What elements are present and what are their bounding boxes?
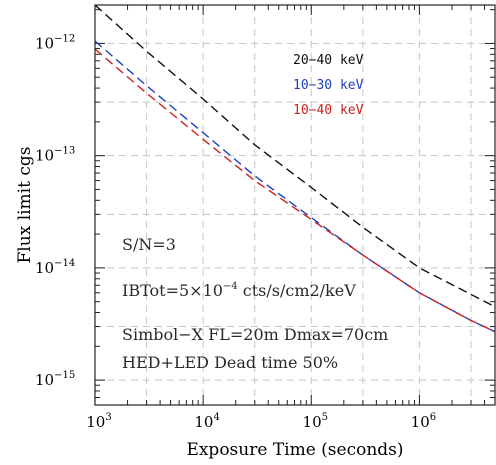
annotation-sn: S/N=3	[122, 235, 176, 254]
y-tick-exponent: −13	[54, 146, 75, 157]
annotation-simbol: Simbol−X FL=20m Dmax=70cm	[122, 325, 388, 344]
series-line-10-30kev	[95, 40, 495, 333]
y-tick-label: 10−15	[35, 370, 75, 389]
x-tick-label: 104	[194, 412, 219, 431]
y-tick-base: 10	[35, 34, 54, 52]
grid	[95, 5, 495, 405]
y-tick-base: 10	[35, 259, 54, 277]
x-tick-exponent: 3	[105, 412, 111, 423]
x-tick-label: 106	[411, 412, 436, 431]
x-tick-exponent: 5	[322, 412, 328, 423]
legend: 20−40 keV 10−30 keV 10−40 keV	[293, 53, 364, 118]
y-tick-exponent: −14	[54, 258, 75, 269]
x-axis-label: Exposure Time (seconds)	[186, 440, 403, 460]
annotation-ibtot-prefix: IBTot=5×10	[122, 281, 223, 300]
plot-frame	[94, 4, 496, 406]
legend-entry-20-40kev: 20−40 keV	[293, 53, 364, 68]
x-tick-labels: 103 104 105 106	[86, 412, 436, 431]
y-tick-exponent: −12	[54, 33, 75, 44]
x-tick-label: 103	[86, 412, 111, 431]
annotation-hed: HED+LED Dead time 50%	[122, 353, 338, 372]
annotation-block: S/N=3 IBTot=5×10−4 cts/s/cm2/keV Simbol−…	[122, 235, 388, 372]
legend-entry-10-40kev: 10−40 keV	[293, 103, 364, 118]
y-tick-base: 10	[35, 147, 54, 165]
x-tick-base: 10	[303, 413, 322, 431]
y-axis-label: Flux limit cgs	[15, 147, 35, 264]
legend-entry-10-30kev: 10−30 keV	[293, 78, 364, 93]
annotation-ibtot: IBTot=5×10−4 cts/s/cm2/keV	[122, 281, 356, 300]
y-tick-base: 10	[35, 371, 54, 389]
x-tick-exponent: 4	[213, 412, 219, 423]
x-tick-base: 10	[411, 413, 430, 431]
y-tick-label: 10−14	[35, 258, 75, 277]
x-tick-base: 10	[86, 413, 105, 431]
x-tick-label: 105	[303, 412, 328, 431]
annotation-ibtot-exponent: −4	[223, 281, 238, 292]
series-line-20-40kev	[95, 5, 495, 308]
x-tick-exponent: 6	[430, 412, 436, 423]
annotation-ibtot-suffix: cts/s/cm2/keV	[238, 281, 357, 300]
series-line-10-40kev	[95, 48, 495, 333]
minor-ticks	[94, 5, 496, 406]
y-tick-label: 10−12	[35, 33, 75, 52]
series-group	[95, 5, 495, 333]
y-tick-exponent: −15	[54, 370, 75, 381]
y-tick-label: 10−13	[35, 146, 75, 165]
x-tick-base: 10	[194, 413, 213, 431]
